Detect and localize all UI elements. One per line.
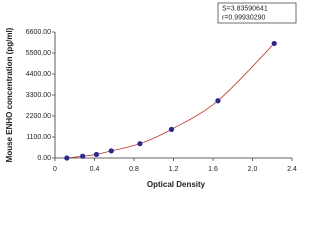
x-tick-label: 1.2 [169,166,179,173]
point [215,98,221,104]
fit-s: S=3.83590641 [222,5,268,12]
point [93,151,100,158]
x-tick-label: 2.0 [248,166,258,173]
y-tick-label: 0.00 [37,155,51,162]
background [0,0,300,200]
point [137,141,143,147]
fit-r: r=0.99930290 [222,14,266,21]
point [64,155,70,161]
x-tick-label: 0.4 [90,166,100,173]
x-axis-title: Optical Density [147,180,206,189]
chart: S=3.83590641 r=0.99930290 Optical Densit… [0,0,300,200]
y-tick-label: 1100.00 [26,134,51,141]
y-tick-label: 2200.00 [26,113,51,120]
y-axis-title: Mouse ENHO concentration (pg/ml) [5,27,14,162]
y-tick-label: 4400.00 [26,71,51,78]
point [108,148,114,154]
x-tick-label: 1.6 [208,166,218,173]
x-tick-label: 0.8 [129,166,139,173]
x-tick-label: 0 [53,166,57,173]
point [168,126,175,132]
y-tick-label: 3300.00 [26,92,51,99]
fit-box [217,2,297,24]
point [271,40,277,47]
y-tick-label: 5500.00 [26,50,51,57]
x-tick-label: 2.4 [287,166,297,173]
point [80,153,86,159]
y-tick-label: 6600.00 [26,29,51,36]
